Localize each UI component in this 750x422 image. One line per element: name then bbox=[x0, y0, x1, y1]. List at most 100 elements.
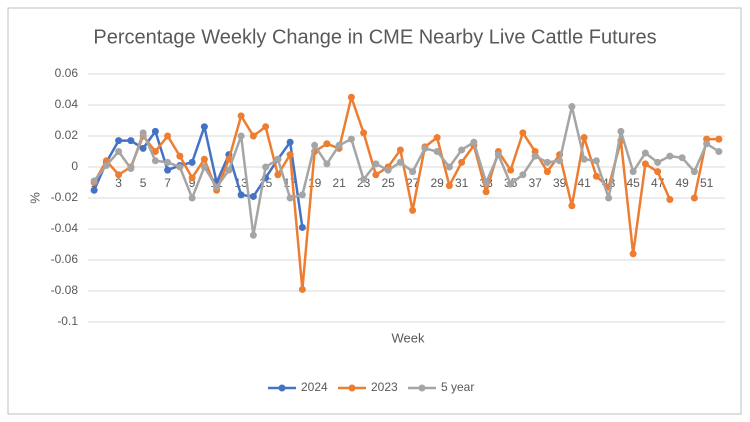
data-point bbox=[690, 168, 698, 176]
x-tick-label: 31 bbox=[455, 176, 469, 190]
chart-frame bbox=[7, 7, 742, 415]
data-point bbox=[458, 158, 466, 166]
data-point bbox=[298, 285, 306, 293]
data-point bbox=[396, 146, 404, 154]
x-tick-label: 45 bbox=[626, 176, 640, 190]
data-point bbox=[237, 112, 245, 120]
y-tick-label: -0.1 bbox=[57, 314, 78, 328]
data-point bbox=[519, 129, 527, 137]
data-point bbox=[666, 196, 674, 204]
data-point bbox=[654, 168, 662, 176]
data-point bbox=[151, 157, 159, 165]
data-point bbox=[421, 144, 429, 152]
data-point bbox=[176, 152, 184, 160]
data-point bbox=[715, 148, 723, 155]
data-point bbox=[629, 168, 637, 176]
y-tick-label: -0.04 bbox=[51, 221, 79, 235]
legend-label: 2024 bbox=[301, 380, 328, 394]
data-point bbox=[347, 93, 355, 101]
data-point bbox=[249, 132, 257, 140]
data-point bbox=[494, 151, 502, 159]
data-point bbox=[629, 250, 637, 258]
data-point bbox=[396, 158, 404, 166]
data-point bbox=[225, 155, 233, 163]
data-point bbox=[249, 192, 257, 200]
data-point bbox=[286, 138, 294, 146]
data-point bbox=[249, 231, 257, 239]
data-point bbox=[237, 132, 245, 140]
x-tick-label: 41 bbox=[577, 176, 591, 190]
data-point bbox=[90, 186, 98, 194]
data-point bbox=[151, 148, 159, 155]
data-point bbox=[164, 166, 172, 174]
data-point bbox=[164, 158, 172, 166]
data-point bbox=[286, 151, 294, 159]
data-point bbox=[592, 157, 600, 165]
data-point bbox=[298, 191, 306, 199]
data-point bbox=[262, 123, 270, 131]
data-point bbox=[592, 172, 600, 180]
data-point bbox=[115, 148, 123, 155]
data-point bbox=[188, 158, 196, 166]
data-point bbox=[139, 144, 147, 152]
legend-marker bbox=[348, 384, 356, 392]
data-point bbox=[151, 127, 159, 135]
x-tick-label: 49 bbox=[675, 176, 689, 190]
data-point bbox=[482, 179, 490, 186]
data-point bbox=[654, 158, 662, 166]
y-tick-label: 0.06 bbox=[55, 66, 79, 80]
data-point bbox=[580, 155, 588, 163]
data-point bbox=[482, 188, 490, 196]
x-tick-label: 21 bbox=[332, 176, 346, 190]
y-tick-label: 0.02 bbox=[55, 128, 79, 142]
data-point bbox=[311, 141, 319, 149]
y-tick-label: 0.04 bbox=[55, 97, 79, 111]
y-tick-label: -0.06 bbox=[51, 252, 79, 266]
data-point bbox=[507, 180, 515, 188]
data-point bbox=[666, 152, 674, 160]
data-point bbox=[274, 155, 282, 163]
data-point bbox=[360, 129, 368, 137]
x-tick-label: 39 bbox=[553, 176, 567, 190]
y-tick-label: 0 bbox=[71, 159, 78, 173]
data-point bbox=[531, 152, 539, 160]
x-tick-label: 3 bbox=[115, 176, 122, 190]
data-point bbox=[188, 174, 196, 182]
data-point bbox=[115, 171, 123, 179]
x-tick-label: 7 bbox=[164, 176, 171, 190]
data-point bbox=[384, 166, 392, 174]
x-tick-label: 9 bbox=[189, 176, 196, 190]
data-point bbox=[556, 157, 564, 165]
data-point bbox=[176, 163, 184, 171]
data-point bbox=[213, 183, 221, 191]
data-point bbox=[507, 166, 515, 174]
x-tick-label: 51 bbox=[700, 176, 714, 190]
data-point bbox=[127, 137, 135, 145]
x-tick-label: 5 bbox=[140, 176, 147, 190]
data-point bbox=[617, 127, 625, 135]
data-point bbox=[519, 171, 527, 179]
data-point bbox=[690, 194, 698, 202]
data-point bbox=[90, 177, 98, 185]
data-point bbox=[543, 158, 551, 166]
data-point bbox=[409, 206, 417, 214]
data-point bbox=[164, 132, 172, 140]
data-point bbox=[678, 154, 686, 162]
data-point bbox=[458, 146, 466, 154]
legend-label: 5 year bbox=[441, 380, 474, 394]
data-point bbox=[568, 103, 576, 111]
data-point bbox=[641, 149, 649, 157]
data-point bbox=[200, 155, 208, 163]
data-point bbox=[360, 175, 368, 183]
x-tick-label: 37 bbox=[528, 176, 542, 190]
data-point bbox=[543, 168, 551, 176]
data-point bbox=[433, 134, 441, 142]
data-point bbox=[445, 182, 453, 190]
x-tick-label: 25 bbox=[381, 176, 395, 190]
data-point bbox=[274, 171, 282, 179]
legend-label: 2023 bbox=[371, 380, 398, 394]
data-point bbox=[641, 160, 649, 168]
data-point bbox=[225, 166, 233, 174]
data-point bbox=[323, 160, 331, 168]
legend-marker bbox=[418, 384, 426, 392]
